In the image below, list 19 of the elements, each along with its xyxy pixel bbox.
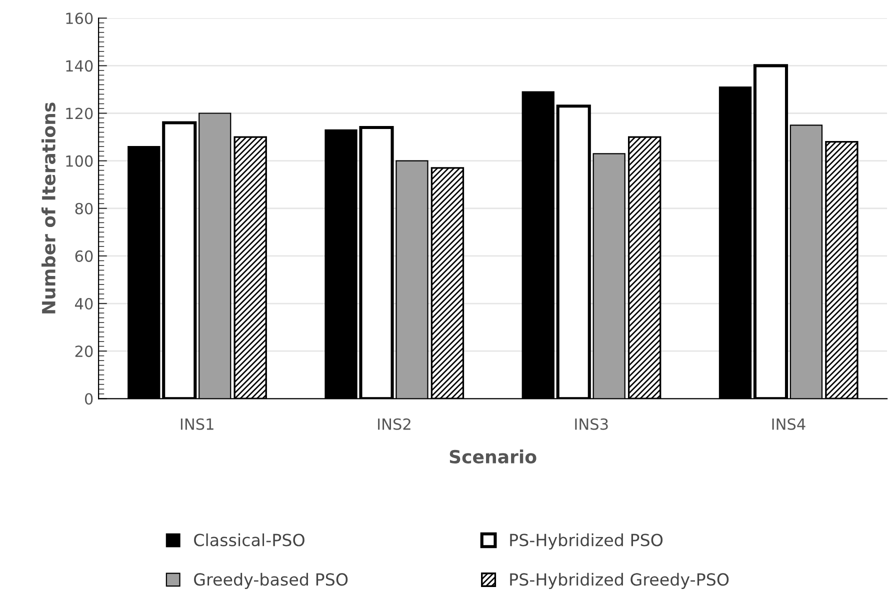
x-tick-label: INS4 bbox=[772, 418, 806, 430]
x-tick-label: INS2 bbox=[378, 418, 410, 430]
x-tick-label: INS3 bbox=[575, 418, 608, 430]
y-tick-label: 80 bbox=[75, 202, 93, 214]
y-tick-label: 100 bbox=[66, 155, 93, 167]
y-tick-label: 20 bbox=[75, 346, 93, 358]
y-tick-label: 120 bbox=[66, 108, 93, 120]
legend-label: Greedy-based PSO bbox=[194, 572, 348, 589]
y-tick-label: 0 bbox=[84, 393, 93, 405]
y-tick-label: 40 bbox=[75, 298, 93, 310]
y-axis-title: Number of Iterations bbox=[42, 102, 56, 314]
x-tick-label: INS1 bbox=[180, 418, 214, 430]
y-tick-label: 60 bbox=[75, 250, 93, 262]
legend-label: Classical-PSO bbox=[194, 533, 304, 546]
legend-label: PS-Hybridized Greedy-PSO bbox=[510, 572, 729, 589]
y-tick-label: 160 bbox=[66, 12, 93, 24]
y-tick-label: 140 bbox=[66, 60, 93, 72]
legend-label: PS-Hybridized PSO bbox=[510, 533, 663, 550]
x-axis-title: Scenario bbox=[450, 450, 536, 464]
